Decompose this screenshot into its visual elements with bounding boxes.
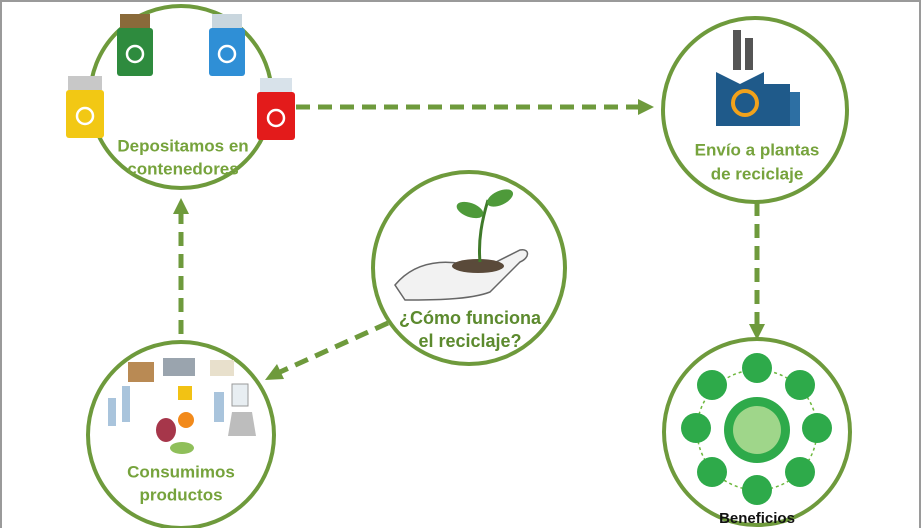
node-label: de reciclaje [711, 164, 804, 183]
node-label: Depositamos en [117, 136, 248, 155]
node-center: ¿Cómo funciona el reciclaje? [373, 172, 565, 364]
arrow [280, 323, 388, 372]
product [210, 360, 234, 376]
chimney [733, 30, 741, 70]
node-label: Beneficios [719, 510, 795, 527]
node-benefits: Beneficios [664, 339, 850, 527]
product [156, 418, 176, 442]
product [214, 392, 224, 422]
factory [790, 92, 800, 126]
soil [452, 259, 504, 273]
product [163, 358, 195, 376]
product [178, 412, 194, 428]
bin-contents [120, 14, 150, 28]
node-label: contenedores [127, 159, 238, 178]
product [228, 412, 256, 436]
product [178, 386, 192, 400]
page: Depositamos en contenedores Envío a plan… [0, 0, 921, 528]
bin-contents [68, 76, 102, 90]
node-label: el reciclaje? [418, 331, 521, 351]
node-consume: Consumimos productos [88, 342, 274, 528]
node-plant: Envío a plantas de reciclaje [663, 18, 847, 202]
product [128, 362, 154, 382]
product [122, 386, 130, 422]
node-label: Envío a plantas [695, 140, 820, 159]
arrowhead [638, 99, 654, 115]
bin-yellow [66, 90, 104, 138]
bin-contents [260, 78, 292, 92]
node-label: productos [139, 485, 222, 504]
bin-blue [209, 28, 245, 76]
node-label: Consumimos [127, 462, 235, 481]
product [170, 442, 194, 454]
chimney [745, 38, 753, 70]
diagram: Depositamos en contenedores Envío a plan… [0, 0, 921, 528]
bin-green [117, 28, 153, 76]
product [108, 398, 116, 426]
globe [733, 406, 781, 454]
node-deposit: Depositamos en contenedores [66, 6, 295, 188]
product [232, 384, 248, 406]
node-label: ¿Cómo funciona [399, 308, 542, 328]
bin-red [257, 92, 295, 140]
bin-contents [212, 14, 242, 28]
arrowhead [173, 198, 189, 214]
